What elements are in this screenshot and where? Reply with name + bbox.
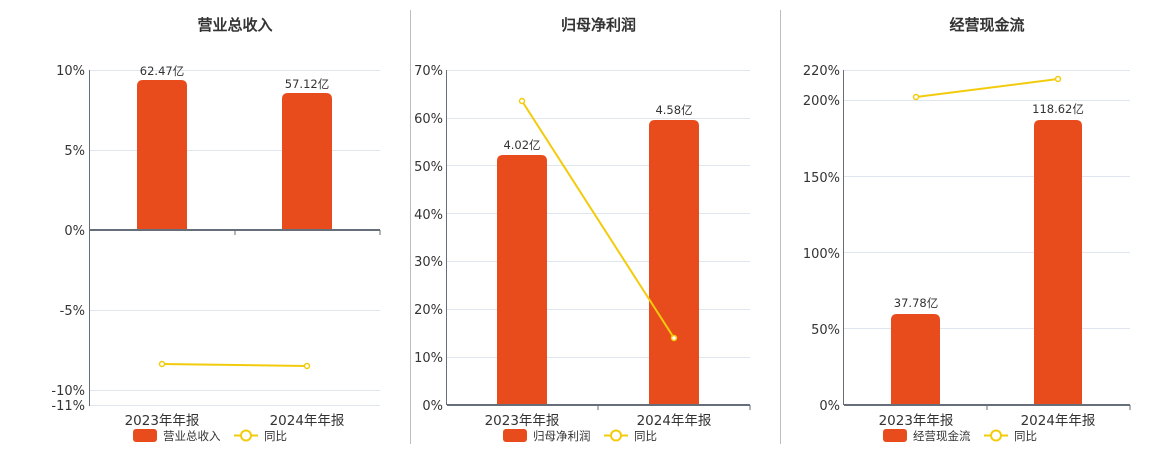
svg-text:50%: 50%: [414, 160, 443, 175]
legend-line-label[interactable]: 同比: [1014, 429, 1037, 443]
x-axis-label: 2023年年报: [879, 413, 954, 429]
yoy-point[interactable]: [670, 334, 678, 342]
svg-text:30%: 30%: [414, 255, 443, 270]
bar-value-label: 57.12亿: [285, 77, 329, 91]
y-axis-labels: 70% 60% 50% 40% 30% 20% 10% 0%: [414, 64, 443, 414]
yoy-point[interactable]: [912, 93, 920, 101]
legend-line-marker-icon: [990, 429, 1002, 442]
svg-text:150%: 150%: [803, 171, 840, 186]
chart-revenue: 10% 5% 0% -5% -10% -11% 62.47亿 57.12亿 20…: [51, 64, 381, 443]
legend: 归母净利润 同比: [503, 429, 657, 443]
bar-value-label: 62.47亿: [140, 64, 184, 78]
gridlines: [844, 70, 1130, 329]
svg-text:220%: 220%: [803, 64, 840, 79]
bar-2023[interactable]: [137, 80, 187, 230]
bar-value-label: 118.62亿: [1032, 102, 1084, 116]
bar-2024[interactable]: [1034, 120, 1082, 405]
legend: 营业总收入 同比: [133, 429, 287, 443]
legend: 经营现金流 同比: [883, 429, 1037, 443]
x-axis-label: 2024年年报: [270, 413, 345, 429]
svg-text:40%: 40%: [414, 208, 443, 223]
gridlines: [90, 70, 380, 406]
yoy-line: [161, 363, 308, 367]
svg-text:100%: 100%: [803, 247, 840, 262]
svg-text:0%: 0%: [819, 399, 840, 414]
bar-value-label: 37.78亿: [894, 296, 938, 310]
legend-bar-swatch-icon[interactable]: [133, 429, 157, 442]
svg-text:70%: 70%: [414, 64, 443, 79]
svg-text:-5%: -5%: [60, 304, 85, 319]
x-axis-label: 2024年年报: [637, 413, 712, 429]
chart-title: 归母净利润: [560, 16, 636, 34]
legend-bar-swatch-icon[interactable]: [503, 429, 527, 442]
yoy-point[interactable]: [303, 362, 311, 370]
bar-value-label: 4.58亿: [655, 103, 692, 117]
svg-text:-10%: -10%: [51, 384, 85, 399]
svg-text:0%: 0%: [64, 224, 85, 239]
legend-bar-label[interactable]: 营业总收入: [163, 429, 221, 443]
y-axis-labels: 220% 200% 150% 100% 50% 0%: [803, 64, 840, 414]
yoy-line: [521, 100, 675, 339]
y-axis-labels: 10% 5% 0% -5% -10% -11%: [51, 64, 85, 414]
svg-text:5%: 5%: [64, 144, 85, 159]
x-axis-label: 2023年年报: [485, 413, 560, 429]
chart-title: 营业总收入: [197, 16, 273, 34]
legend-line-marker-icon: [240, 429, 252, 442]
legend-bar-swatch-icon[interactable]: [883, 429, 907, 442]
svg-text:0%: 0%: [422, 399, 443, 414]
chart-net-profit: 70% 60% 50% 40% 30% 20% 10% 0% 4.02亿 4.5…: [414, 64, 751, 443]
svg-text:10%: 10%: [414, 351, 443, 366]
yoy-point[interactable]: [1054, 75, 1062, 83]
svg-text:60%: 60%: [414, 112, 443, 127]
legend-bar-label[interactable]: 归母净利润: [533, 429, 591, 443]
bar-2023[interactable]: [497, 155, 547, 405]
yoy-point[interactable]: [518, 97, 526, 105]
chart-panel-net-profit: 归母净利润 70% 60% 50% 40% 30% 20% 10% 0% 4.0…: [414, 16, 751, 443]
legend-line-marker-icon: [610, 429, 622, 442]
legend-bar-label[interactable]: 经营现金流: [913, 429, 971, 443]
svg-text:50%: 50%: [811, 323, 840, 338]
yoy-line: [915, 78, 1059, 98]
yoy-point[interactable]: [158, 360, 166, 368]
legend-line-label[interactable]: 同比: [264, 429, 287, 443]
svg-text:200%: 200%: [803, 94, 840, 109]
legend-line-label[interactable]: 同比: [634, 429, 657, 443]
bar-2024[interactable]: [649, 120, 699, 405]
panel-divider: [410, 10, 411, 444]
svg-text:20%: 20%: [414, 303, 443, 318]
x-axis-label: 2024年年报: [1021, 413, 1096, 429]
svg-text:-11%: -11%: [51, 399, 85, 414]
bar-value-label: 4.02亿: [503, 138, 540, 152]
svg-text:10%: 10%: [56, 64, 85, 79]
bar-2023[interactable]: [891, 314, 940, 405]
bar-2024[interactable]: [282, 93, 332, 230]
x-axis-label: 2023年年报: [125, 413, 200, 429]
chart-title: 经营现金流: [949, 16, 1025, 34]
panel-divider: [780, 10, 781, 444]
chart-panel-revenue: 营业总收入 10% 5% 0% -5% -10% -11% 62.47亿 57.…: [0, 0, 410, 450]
